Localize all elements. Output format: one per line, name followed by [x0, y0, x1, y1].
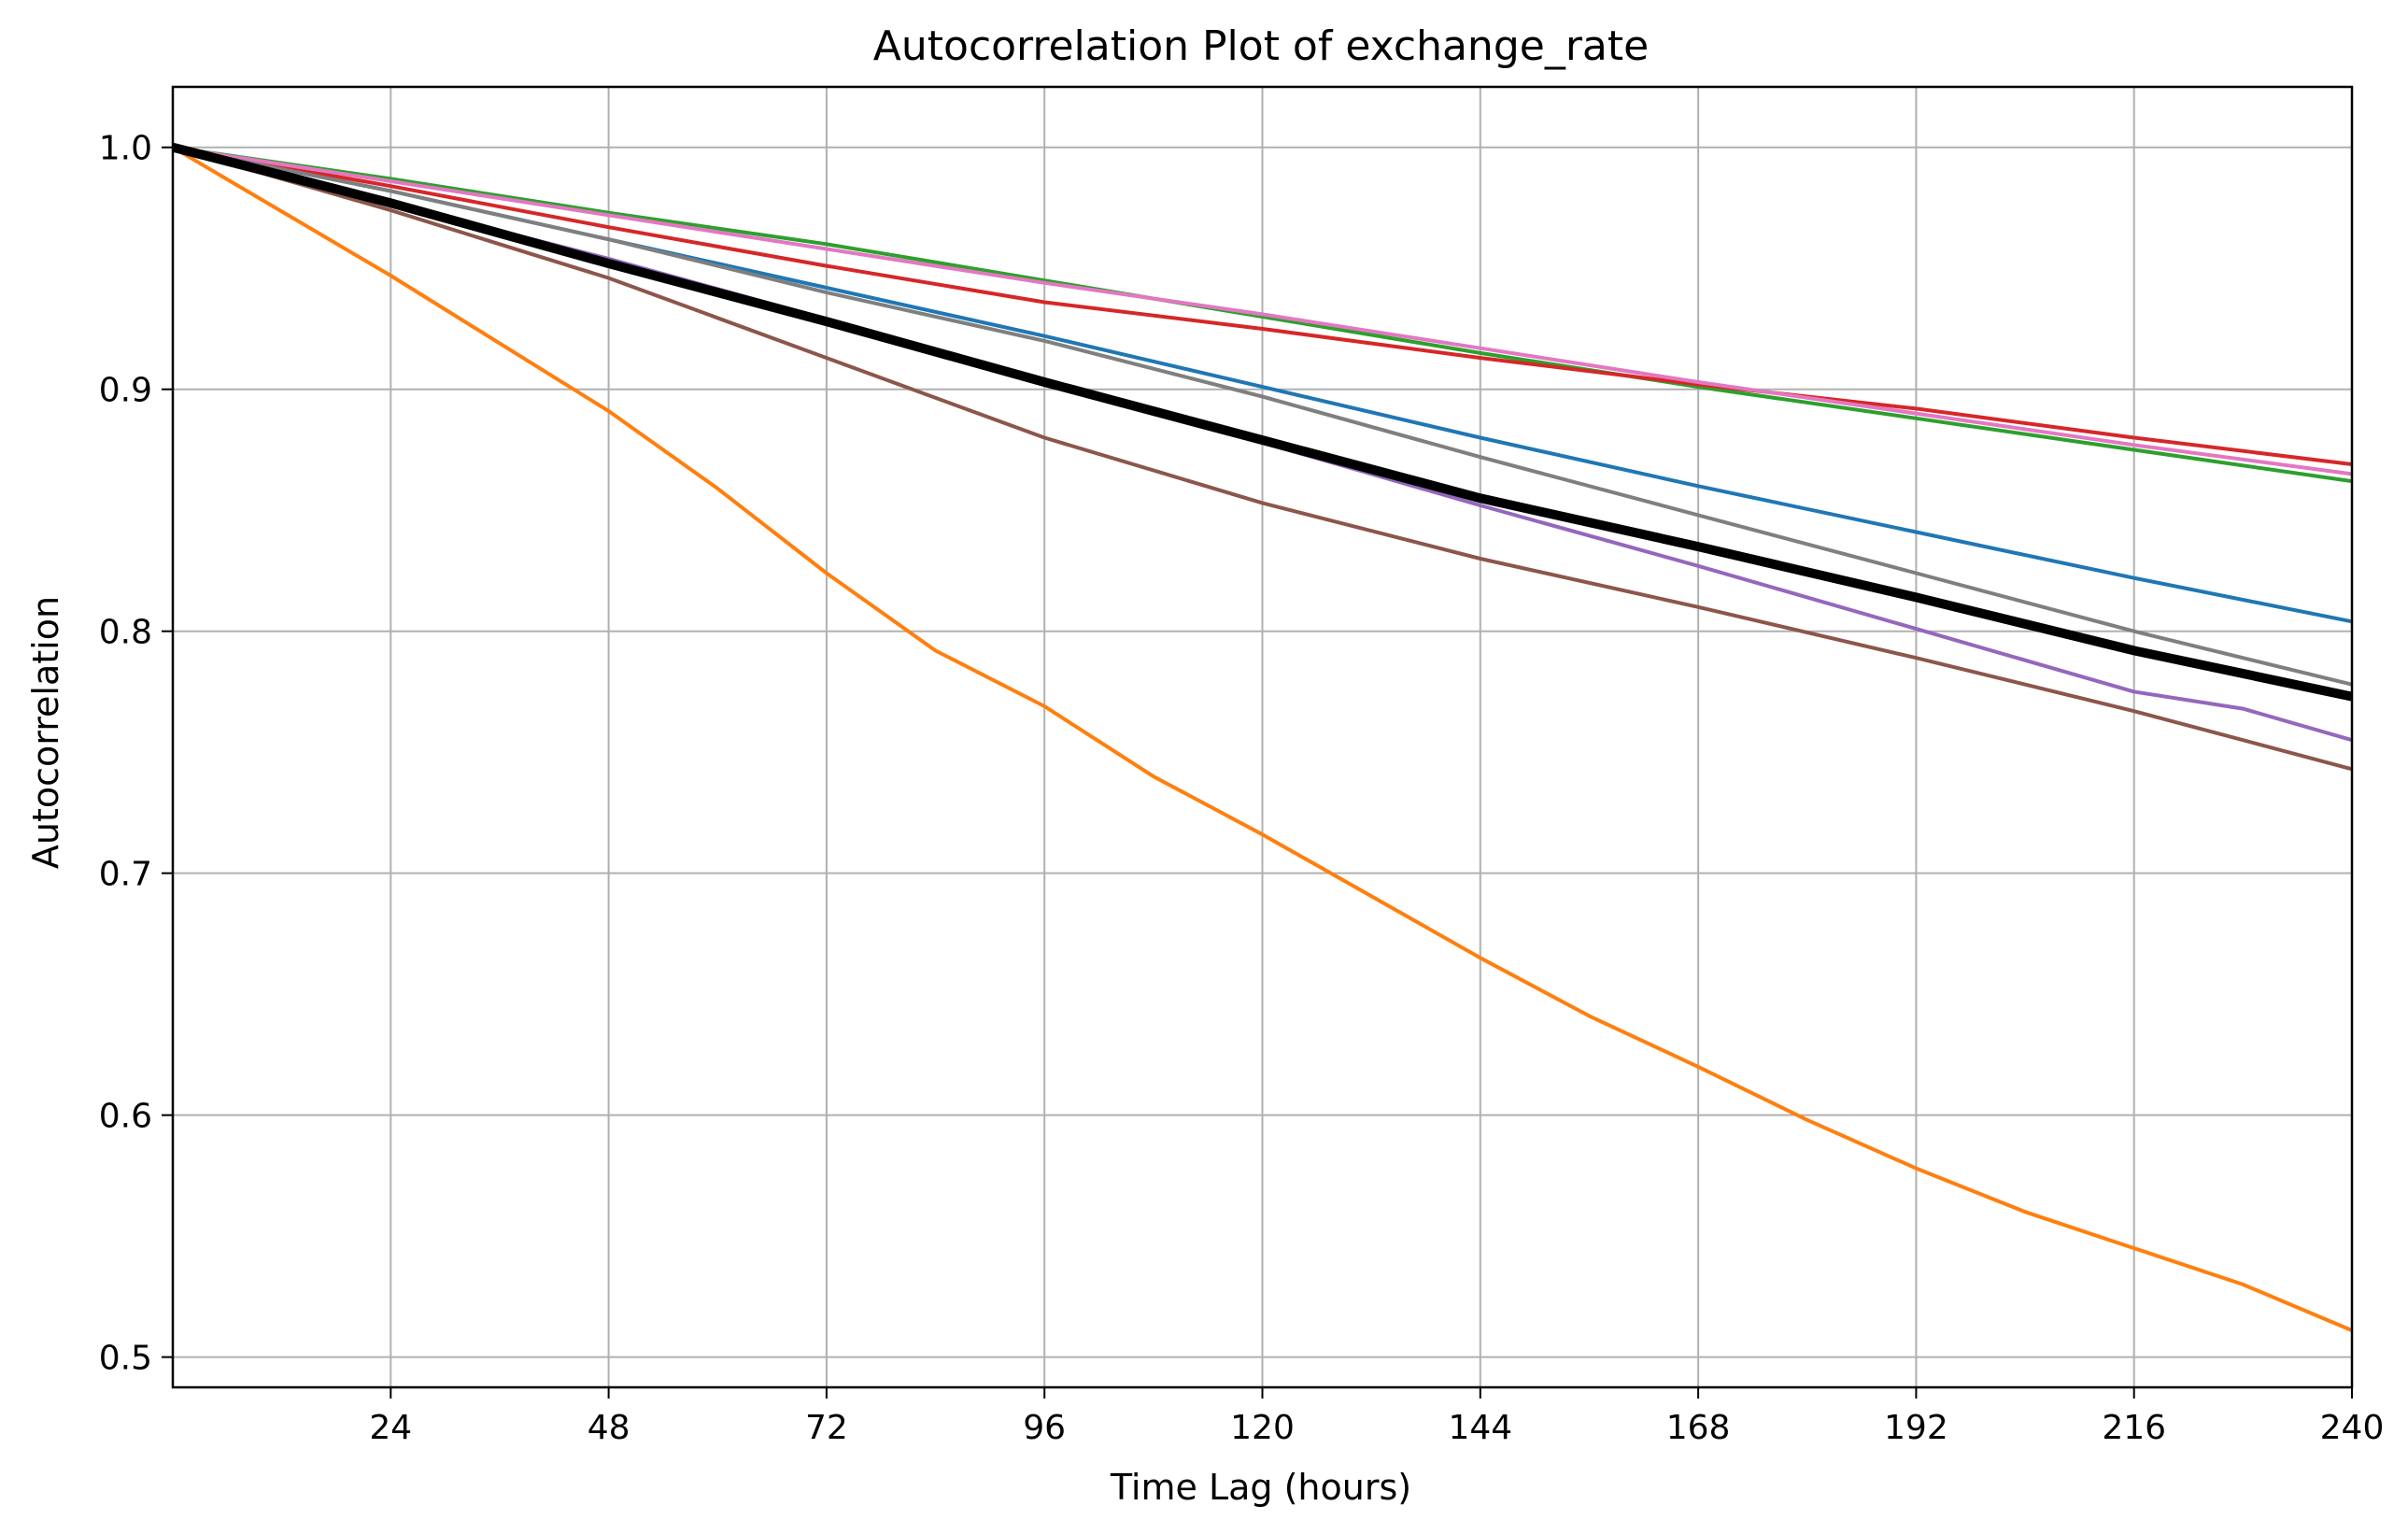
- series-line-8: [172, 145, 2353, 687]
- tick-layer: 24 48 72 96 120 144 168 192 216 240 0.5 0.6 0.7 0.8 0.…: [99, 130, 2385, 1447]
- series-line-6: [172, 145, 2353, 772]
- x-tick-label: 192: [1884, 1409, 1948, 1447]
- chart-title: Autocorrelation Plot of exchange_rate: [873, 22, 1649, 70]
- x-tick-label: 72: [805, 1409, 848, 1447]
- y-tick-label: 0.9: [99, 372, 152, 410]
- x-tick-label: 24: [369, 1409, 412, 1447]
- series-layer: [171, 142, 2354, 1332]
- grid-layer: [173, 87, 2353, 1387]
- x-tick-label: 144: [1448, 1409, 1512, 1447]
- y-tick-label: 0.5: [99, 1340, 152, 1378]
- x-tick-label: 168: [1666, 1409, 1731, 1447]
- y-tick-label: 1.0: [99, 130, 152, 168]
- series-line-2: [171, 145, 2353, 1332]
- x-tick-label: 48: [588, 1409, 630, 1447]
- y-tick-label: 0.6: [99, 1098, 152, 1136]
- series-line-9: [171, 142, 2354, 702]
- x-axis-label: Time Lag (hours): [1110, 1467, 1411, 1508]
- series-line-3: [172, 145, 2353, 484]
- series-line-7: [172, 145, 2353, 476]
- series-line-4: [172, 145, 2353, 466]
- x-tick-label: 120: [1230, 1409, 1295, 1447]
- y-tick-label: 0.7: [99, 856, 152, 894]
- x-tick-label: 240: [2320, 1409, 2385, 1447]
- y-axis-label: Autocorrelation: [25, 596, 66, 869]
- x-tick-label: 96: [1023, 1409, 1066, 1447]
- x-tick-label: 216: [2102, 1409, 2166, 1447]
- y-tick-label: 0.8: [99, 614, 152, 652]
